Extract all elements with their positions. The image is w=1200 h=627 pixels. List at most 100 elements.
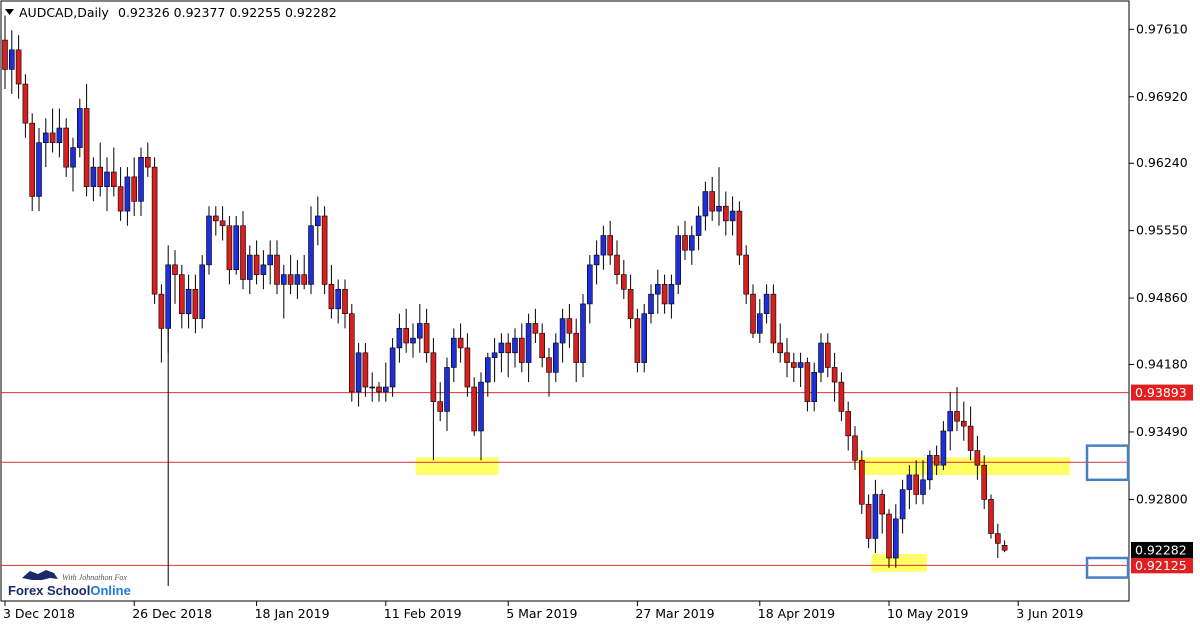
candle <box>906 465 913 510</box>
level-price-tag-bg <box>1131 384 1193 401</box>
logo-tagline: With Johnathon Fox <box>62 573 127 582</box>
candle-body <box>124 176 131 212</box>
candle <box>301 255 308 290</box>
candle-body <box>845 411 852 437</box>
candle <box>199 255 205 329</box>
candle <box>382 362 389 402</box>
candle-body <box>111 171 117 187</box>
candle-body <box>104 171 110 187</box>
candle <box>614 240 620 285</box>
markers-layer <box>1085 444 1130 579</box>
candle <box>750 284 756 339</box>
candle-body <box>756 313 763 334</box>
candle <box>586 255 593 324</box>
candle <box>852 426 858 471</box>
dropdown-triangle-icon[interactable] <box>5 9 14 15</box>
candle-body <box>593 254 600 266</box>
candle-body <box>688 235 695 251</box>
candle-body <box>15 49 22 85</box>
candle-body <box>566 318 573 334</box>
candle-body <box>213 215 219 222</box>
candle-body <box>308 225 314 285</box>
candle <box>464 333 471 397</box>
candle <box>593 240 600 285</box>
candle <box>729 196 736 236</box>
candle <box>668 274 675 319</box>
candle <box>940 421 947 471</box>
candle <box>648 284 654 324</box>
candle <box>36 128 42 212</box>
candle-body <box>960 420 967 427</box>
candle-body <box>471 386 478 432</box>
candle-body <box>70 147 76 168</box>
bull-icon <box>22 570 58 580</box>
candle <box>233 215 239 275</box>
candle <box>179 264 185 329</box>
candle-body <box>790 362 797 368</box>
candle-body <box>396 328 403 349</box>
candle-body <box>525 323 532 363</box>
candle-body <box>607 235 614 256</box>
marker-box <box>1085 556 1130 579</box>
candle <box>294 259 301 300</box>
candle <box>335 279 342 324</box>
candle <box>566 303 573 348</box>
candle-body <box>926 455 933 481</box>
candle-body <box>750 293 756 334</box>
highlight-zone <box>871 554 927 572</box>
candle-body <box>430 352 437 402</box>
candle <box>845 401 852 451</box>
candle <box>831 352 838 402</box>
candle-body <box>818 342 824 373</box>
ohlc-values: 0.92326 0.92377 0.92255 0.92282 <box>118 5 337 20</box>
candle <box>29 113 36 212</box>
candle-body <box>22 83 29 124</box>
candle <box>219 206 226 241</box>
candle-body <box>314 215 321 227</box>
candle <box>192 274 199 334</box>
candle <box>879 489 886 534</box>
candle-body <box>824 342 831 368</box>
candle-body <box>505 342 512 354</box>
candle <box>15 35 22 99</box>
candle-body <box>831 367 838 383</box>
candle <box>1001 540 1008 553</box>
candle <box>423 308 430 363</box>
candle-body <box>260 264 267 275</box>
candle-body <box>920 479 926 495</box>
candle-body <box>682 235 688 251</box>
candle <box>804 357 811 412</box>
candle-body <box>247 254 253 280</box>
candle <box>981 455 988 510</box>
candle <box>403 308 410 353</box>
candle <box>654 269 661 314</box>
candle <box>498 333 505 373</box>
candle-body <box>457 337 464 349</box>
y-tick-label: 0.94180 <box>1136 357 1188 372</box>
candle <box>933 445 940 475</box>
candle <box>573 318 580 383</box>
candle <box>967 406 974 461</box>
candle <box>444 357 450 431</box>
candle-body <box>274 254 280 285</box>
candle-body <box>478 381 484 432</box>
candle-body <box>913 474 920 495</box>
candle-body <box>777 342 784 354</box>
candle <box>247 245 253 295</box>
candle-body <box>355 352 362 393</box>
candle <box>145 142 151 177</box>
candle <box>546 347 552 397</box>
candle-body <box>512 337 518 354</box>
candle-body <box>179 274 185 315</box>
x-tick-label: 18 Jan 2019 <box>255 606 330 621</box>
candle-body <box>287 274 294 285</box>
candle-body <box>539 332 546 358</box>
candle <box>2 15 8 89</box>
candle-body <box>301 274 308 285</box>
candle-body <box>858 459 865 505</box>
y-tick-label: 0.96240 <box>1136 155 1188 170</box>
candle <box>321 206 328 295</box>
candle <box>206 206 212 275</box>
level-price-tag: 0.92125 <box>1135 558 1187 573</box>
